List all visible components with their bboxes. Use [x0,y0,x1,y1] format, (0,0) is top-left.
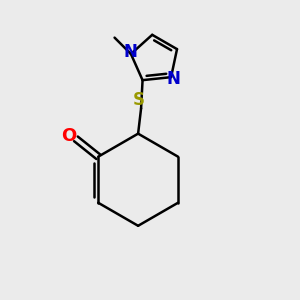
Text: O: O [61,127,76,145]
Text: N: N [167,70,180,88]
Text: N: N [123,44,137,62]
Text: S: S [133,91,145,109]
